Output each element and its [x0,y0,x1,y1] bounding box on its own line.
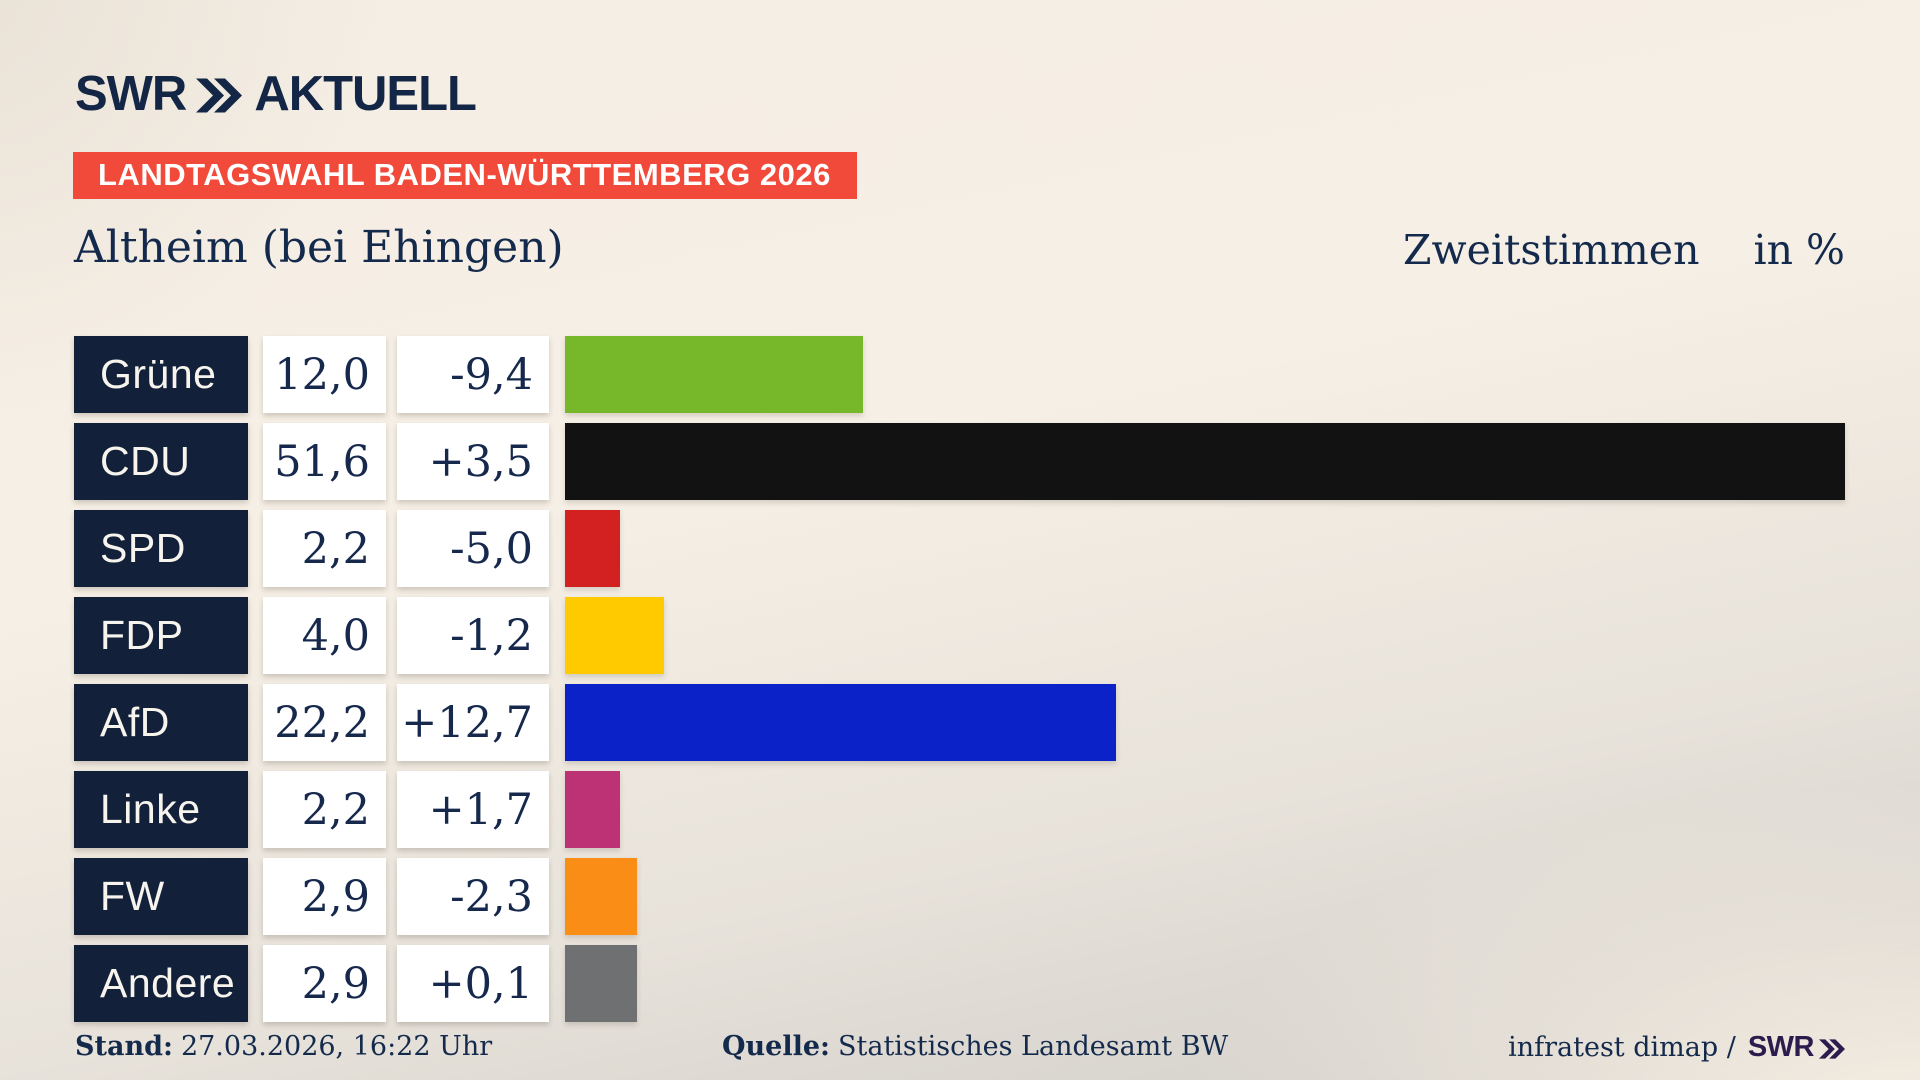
party-diff: +1,7 [397,771,549,848]
party-diff: +12,7 [397,684,549,761]
unit-label: in % [1753,226,1845,274]
double-chevron-icon [196,78,243,112]
party-label: FW [74,858,248,935]
swr-aktuell-logo: SWR AKTUELL [75,66,477,122]
party-label: Grüne [74,336,248,413]
party-bar [565,945,637,1022]
measure-title: Zweitstimmen in % [1403,226,1845,274]
party-diff: +3,5 [397,423,549,500]
party-label: FDP [74,597,248,674]
party-bar [565,423,1845,500]
source-info: Quelle: Statistisches Landesamt BW [722,1031,1228,1062]
party-value: 4,0 [263,597,386,674]
party-value: 2,9 [263,945,386,1022]
party-bar [565,858,637,935]
party-value: 2,2 [263,771,386,848]
party-bar [565,336,863,413]
table-row: CDU 51,6 +3,5 [74,423,1845,500]
double-chevron-icon [1819,1038,1845,1059]
bar-area [565,423,1845,500]
measure-label: Zweitstimmen [1402,226,1700,274]
swr-footer-logo: SWR [1748,1031,1845,1064]
party-label: AfD [74,684,248,761]
party-value: 22,2 [263,684,386,761]
table-row: SPD 2,2 -5,0 [74,510,1845,587]
page-title: Altheim (bei Ehingen) [74,222,564,273]
table-row: FW 2,9 -2,3 [74,858,1845,935]
election-banner: LANDTAGSWAHL BADEN-WÜRTTEMBERG 2026 [73,152,857,199]
source-label: Quelle: [722,1031,830,1062]
party-bar [565,597,665,674]
party-diff: -1,2 [397,597,549,674]
party-value: 51,6 [263,423,386,500]
table-row: Linke 2,2 +1,7 [74,771,1845,848]
table-row: AfD 22,2 +12,7 [74,684,1845,761]
bar-area [565,597,1845,674]
stand-value: 27.03.2026, 16:22 Uhr [180,1031,493,1062]
logo-swr-text: SWR [75,67,187,121]
party-value: 12,0 [263,336,386,413]
source-value: Statistisches Landesamt BW [838,1031,1229,1062]
table-row: Grüne 12,0 -9,4 [74,336,1845,413]
party-label: CDU [74,423,248,500]
bar-area [565,945,1845,1022]
party-label: Linke [74,771,248,848]
table-row: Andere 2,9 +0,1 [74,945,1845,1022]
party-label: Andere [74,945,248,1022]
credit-text: infratest dimap / [1508,1032,1736,1063]
party-diff: -9,4 [397,336,549,413]
footer: Stand: 27.03.2026, 16:22 Uhr Quelle: Stati… [0,1031,1920,1071]
bar-area [565,684,1845,761]
swr-footer-logo-text: SWR [1747,1031,1815,1063]
bar-area [565,858,1845,935]
bar-area [565,510,1845,587]
stand-label: Stand: [75,1031,173,1062]
table-row: FDP 4,0 -1,2 [74,597,1845,674]
bar-area [565,771,1845,848]
credit-info: infratest dimap / SWR [1508,1031,1845,1064]
party-value: 2,9 [263,858,386,935]
logo-aktuell-text: AKTUELL [254,67,477,121]
party-bar [565,771,620,848]
party-value: 2,2 [263,510,386,587]
bar-area [565,336,1845,413]
party-bar [565,510,620,587]
stand-info: Stand: 27.03.2026, 16:22 Uhr [75,1031,492,1062]
party-diff: -5,0 [397,510,549,587]
party-diff: +0,1 [397,945,549,1022]
party-label: SPD [74,510,248,587]
party-diff: -2,3 [397,858,549,935]
party-bar [565,684,1116,761]
results-table: Grüne 12,0 -9,4 CDU 51,6 +3,5 SPD 2,2 -5… [74,336,1845,1032]
